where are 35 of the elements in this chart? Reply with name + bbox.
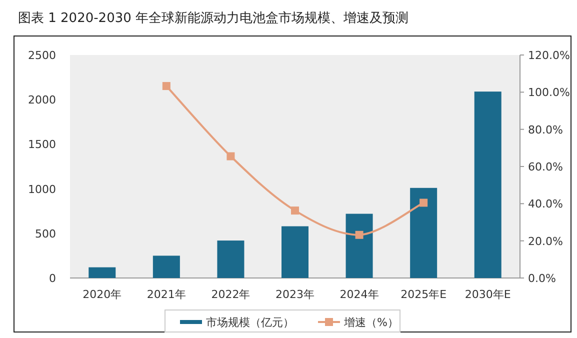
y-tick-label: 1000 [28, 182, 56, 196]
legend-label: 增速（%） [343, 316, 398, 329]
bar [217, 240, 244, 278]
x-tick-label: 2025年E [400, 288, 447, 301]
x-tick-label: 2020年 [82, 288, 122, 301]
y2-tick-label: 100.0% [528, 86, 570, 100]
y-tick-label: 2000 [28, 94, 56, 107]
y-tick-label: 2500 [28, 49, 56, 62]
bar [88, 267, 116, 278]
y2-tick-label: 40.0% [528, 198, 563, 211]
x-tick-label: 2021年 [146, 288, 186, 301]
y-tick-label: 1500 [28, 138, 56, 152]
x-tick-label: 2030年E [464, 288, 511, 301]
y2-tick-label: 80.0% [528, 123, 563, 136]
bar [474, 92, 502, 278]
y-tick-label: 0 [49, 272, 56, 285]
point [291, 206, 299, 215]
bar [282, 226, 308, 278]
y2-tick-label: 60.0% [528, 160, 563, 174]
y2-tick-label: 20.0% [528, 234, 563, 248]
point [420, 198, 428, 207]
x-tick-label: 2023年 [276, 288, 314, 301]
y-tick-label: 500 [35, 227, 56, 240]
point [355, 230, 364, 239]
y2-tick-label: 0.0% [528, 272, 556, 285]
title: 图表 1 2020-2030 年全球新能源动力电池盒市场规模、增速及预测 [18, 11, 409, 26]
x-tick-label: 2024年 [340, 288, 379, 301]
y2-tick-label: 120.0% [528, 49, 570, 62]
point [226, 152, 235, 160]
legend-label: 市场规模（亿元） [206, 316, 294, 329]
bar [410, 188, 438, 278]
point [162, 82, 170, 90]
bar [346, 214, 373, 278]
x-tick-label: 2022年 [211, 288, 250, 301]
bar [152, 256, 180, 278]
